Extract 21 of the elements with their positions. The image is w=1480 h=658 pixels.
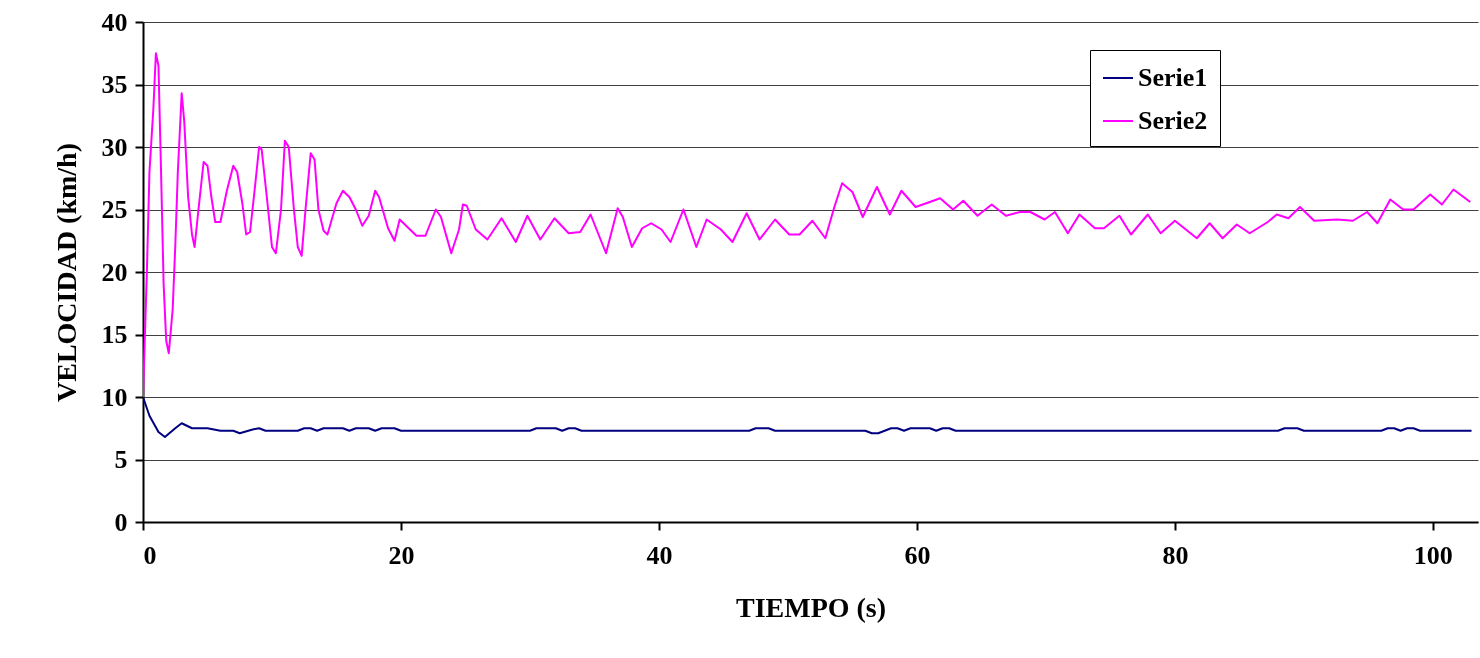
y-tick-label: 10 xyxy=(101,382,128,412)
line-series xyxy=(143,396,1473,438)
y-axis-title: VELOCIDAD (km/h) xyxy=(50,142,82,403)
x-tick-label: 100 xyxy=(1413,540,1453,570)
x-tick-label: 40 xyxy=(646,540,673,570)
x-tick-label: 0 xyxy=(143,540,157,570)
y-tick-label: 15 xyxy=(101,320,128,349)
legend-label: Serie1 xyxy=(1138,63,1208,92)
x-tick-label: 60 xyxy=(904,540,931,570)
y-tick-label: 5 xyxy=(114,445,128,474)
line-series xyxy=(143,52,1472,398)
y-tick-label: 35 xyxy=(101,70,128,99)
x-axis-title: TIEMPO (s) xyxy=(735,591,887,623)
y-tick-label: 40 xyxy=(101,7,128,37)
y-tick-label: 30 xyxy=(101,132,128,162)
y-tick-label: 0 xyxy=(114,507,128,537)
x-tick-label: 80 xyxy=(1162,540,1189,570)
y-tick-label: 25 xyxy=(101,195,128,224)
legend-label: Serie2 xyxy=(1138,106,1208,135)
y-tick-label: 20 xyxy=(101,257,128,287)
x-tick-label: 20 xyxy=(388,540,415,570)
